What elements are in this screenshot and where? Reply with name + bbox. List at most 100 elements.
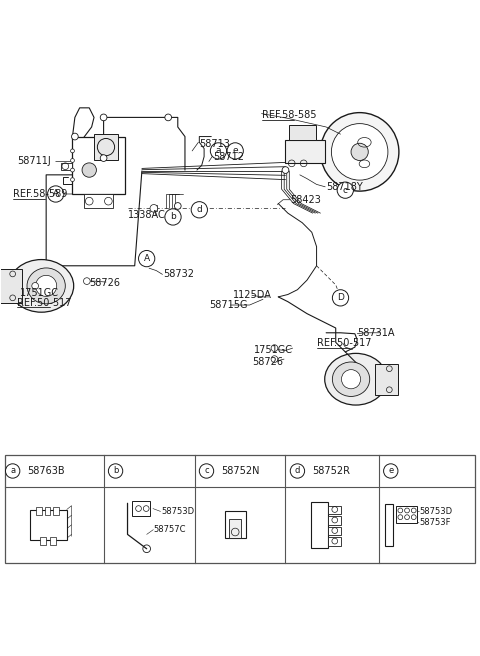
Circle shape (384, 464, 398, 478)
Text: 58713: 58713 (199, 138, 230, 149)
Ellipse shape (27, 268, 65, 304)
Text: 58726: 58726 (252, 356, 283, 367)
Circle shape (341, 369, 360, 389)
Bar (84, 194, 113, 209)
Text: 1751GC: 1751GC (20, 287, 59, 298)
Circle shape (271, 345, 278, 352)
Circle shape (199, 464, 214, 478)
Bar (225, 512, 246, 538)
Bar (151, 205, 157, 211)
Circle shape (97, 138, 115, 155)
Circle shape (72, 133, 78, 140)
Text: 58732: 58732 (163, 270, 194, 279)
Circle shape (321, 113, 399, 191)
Text: 58753D: 58753D (161, 507, 194, 516)
Circle shape (210, 143, 227, 159)
Circle shape (282, 167, 289, 173)
Bar (311, 502, 327, 548)
Bar (285, 140, 325, 163)
Text: 1125DA: 1125DA (233, 291, 272, 300)
Circle shape (150, 205, 157, 212)
Circle shape (165, 114, 171, 121)
Text: b: b (113, 466, 118, 476)
Circle shape (227, 143, 243, 159)
Bar (40, 537, 46, 545)
Circle shape (191, 201, 207, 218)
Bar (60, 163, 72, 170)
Circle shape (71, 178, 74, 182)
Circle shape (331, 123, 388, 180)
Bar (229, 519, 241, 538)
Text: REF.58-589: REF.58-589 (12, 189, 67, 199)
Text: A: A (144, 254, 150, 263)
Text: REF.50-517: REF.50-517 (317, 338, 371, 348)
Bar (327, 506, 341, 514)
Text: d: d (295, 466, 300, 476)
Circle shape (290, 464, 305, 478)
Text: d: d (196, 205, 202, 215)
Text: 58757C: 58757C (154, 525, 186, 534)
Circle shape (84, 277, 90, 285)
Circle shape (48, 186, 64, 202)
Text: 58712: 58712 (214, 152, 245, 162)
Text: 58718Y: 58718Y (326, 182, 363, 192)
Circle shape (100, 155, 107, 161)
Circle shape (71, 149, 74, 153)
Circle shape (337, 295, 344, 301)
Text: 58763B: 58763B (27, 466, 65, 476)
Ellipse shape (9, 260, 74, 312)
Circle shape (32, 283, 38, 289)
Bar (36, 506, 42, 515)
Text: 58715G: 58715G (209, 300, 247, 310)
Bar (30, 510, 67, 540)
Circle shape (332, 290, 348, 306)
Bar (289, 125, 316, 140)
Text: A: A (53, 190, 59, 199)
Text: a: a (216, 146, 221, 155)
Text: 1338AC: 1338AC (128, 210, 165, 220)
Text: b: b (170, 213, 176, 222)
Bar (375, 364, 398, 394)
Text: REF.58-585: REF.58-585 (262, 110, 316, 120)
Circle shape (5, 464, 20, 478)
Circle shape (100, 114, 107, 121)
Bar (0, 269, 22, 302)
Text: 58726: 58726 (89, 277, 120, 287)
Bar (5, 455, 475, 562)
Circle shape (71, 168, 74, 172)
Circle shape (71, 159, 74, 163)
Circle shape (174, 203, 181, 209)
Bar (132, 501, 151, 516)
Bar (327, 527, 341, 535)
Text: 58752R: 58752R (312, 466, 350, 476)
Text: a: a (10, 466, 15, 476)
Ellipse shape (332, 362, 370, 396)
Circle shape (351, 143, 368, 161)
Bar (50, 537, 56, 545)
Bar (94, 134, 118, 161)
Bar (327, 537, 341, 546)
Circle shape (271, 356, 278, 363)
Ellipse shape (324, 354, 387, 405)
Text: 58711J: 58711J (17, 156, 51, 167)
Circle shape (36, 276, 57, 297)
Text: e: e (232, 146, 238, 155)
Text: 58731A: 58731A (357, 328, 395, 338)
Circle shape (139, 251, 155, 267)
Circle shape (108, 464, 123, 478)
Bar (45, 506, 50, 515)
Bar (385, 504, 393, 546)
Text: D: D (337, 293, 344, 302)
Bar (72, 136, 125, 194)
Text: c: c (204, 466, 209, 476)
Text: 58752N: 58752N (221, 466, 259, 476)
Bar (327, 516, 341, 525)
Text: 58753F: 58753F (420, 518, 451, 527)
Text: 58423: 58423 (290, 195, 321, 205)
Circle shape (165, 209, 181, 225)
Text: 58753D: 58753D (420, 507, 453, 516)
Text: 1751GC: 1751GC (254, 346, 293, 356)
Text: REF.50-517: REF.50-517 (17, 298, 72, 308)
Text: e: e (388, 466, 394, 476)
Bar (396, 506, 417, 523)
